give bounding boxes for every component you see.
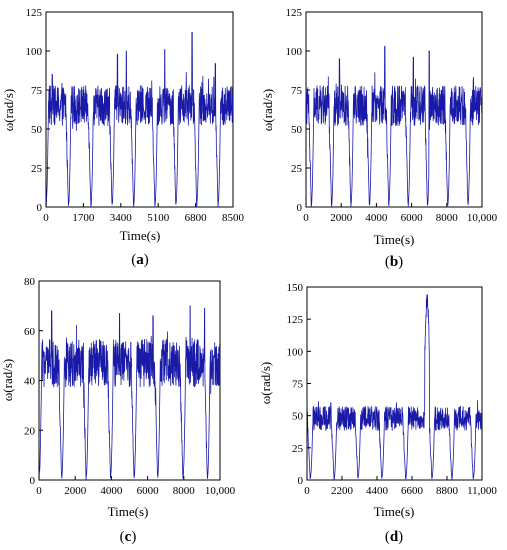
panel-a-ylabel: ω(rad/s) [1, 89, 16, 132]
panel-c-yticks: 0 20 40 60 80 [24, 276, 43, 487]
panel-c-series [38, 305, 221, 481]
panel-a-ytick-label: 125 [26, 7, 43, 19]
panel-c-xtick-label: 2000 [64, 485, 87, 497]
panel-d-series-line [306, 294, 483, 480]
panel-c-xtick-label: 6000 [137, 485, 160, 497]
panel-d-ytick-label: 125 [287, 314, 304, 326]
panel-d: 0 25 50 75 100 125 150 0 2200 4400 6600 8800 11,000… [258, 282, 497, 545]
panel-d-ytick-label: 0 [298, 475, 304, 487]
panel-a-label: (a) [131, 252, 149, 268]
panel-b-xticks: 0 2000 4000 6000 8000 10,000 [303, 203, 498, 224]
panel-a-ytick-label: 50 [31, 124, 43, 136]
panel-c-xtick-label: 4000 [100, 485, 123, 497]
panel-a-ytick-label: 0 [37, 202, 43, 214]
panel-a-xtick-label: 6800 [185, 212, 208, 224]
panel-c-xtick-label: 0 [36, 485, 42, 497]
panel-d-ytick-label: 100 [287, 346, 304, 358]
panel-d-label-letter: d [390, 529, 399, 545]
panel-d-ytick-label: 50 [292, 411, 304, 423]
panel-a-xtick-label: 8500 [222, 212, 245, 224]
panel-d-xtick-label: 6600 [401, 485, 424, 497]
panel-b-ytick-label: 25 [291, 163, 303, 175]
panel-d-plot-frame [306, 286, 483, 481]
panel-d-ylabel: ω(rad/s) [258, 362, 273, 405]
panel-b-xtick-label: 8000 [436, 212, 459, 224]
panel-c-series-line [38, 305, 221, 481]
panel-a-ytick-label: 75 [31, 85, 43, 97]
panel-c-ytick-label: 0 [30, 475, 36, 487]
panel-d-xtick-label: 2200 [331, 485, 354, 497]
panel-b-label-letter: b [390, 254, 398, 270]
panel-a-series-line [45, 31, 234, 208]
panel-a-series [45, 31, 234, 208]
panel-b-xtick-label: 2000 [330, 212, 353, 224]
panel-c-label-letter: c [125, 529, 132, 545]
panel-d-xlabel: Time(s) [374, 504, 415, 519]
panel-a-xtick-label: 5100 [147, 212, 170, 224]
panel-a-label-letter: a [136, 252, 144, 268]
panel-b-ytick-label: 100 [286, 46, 303, 58]
panel-b-xtick-label: 10,000 [467, 212, 498, 224]
panel-b-ytick-label: 125 [286, 7, 303, 19]
panel-a-xtick-label: 1700 [72, 212, 95, 224]
panel-c-ytick-label: 80 [24, 276, 36, 288]
panel-d-ytick-label: 150 [287, 282, 304, 294]
panel-c-xtick-label: 10,000 [205, 485, 236, 497]
panel-a-ytick-label: 100 [26, 46, 43, 58]
panel-d-yticks: 0 25 50 75 100 125 150 [287, 282, 311, 487]
panel-a-xtick-label: 3400 [110, 212, 133, 224]
panel-d-series [306, 294, 483, 480]
panel-d-xtick-label: 11,000 [467, 485, 497, 497]
panel-a-xlabel: Time(s) [120, 228, 161, 243]
panel-d-label: (d) [385, 529, 403, 545]
panel-d-xtick-label: 8800 [436, 485, 459, 497]
panel-a-xtick-label: 0 [43, 212, 49, 224]
panel-c-xticks: 0 2000 4000 6000 8000 10,000 [36, 476, 236, 497]
panel-a-yticks: 0 25 50 75 100 125 [26, 7, 50, 214]
panel-d-ytick-label: 75 [292, 379, 304, 391]
panel-c-ytick-label: 60 [24, 326, 36, 338]
panel-b-series [305, 45, 483, 208]
panel-b-ytick-label: 0 [297, 202, 303, 214]
panel-c-ytick-label: 20 [24, 425, 36, 437]
panel-d-ytick-label: 25 [292, 443, 304, 455]
panel-c-ytick-label: 40 [24, 376, 36, 388]
panel-b-xtick-label: 6000 [401, 212, 424, 224]
panel-c-label: (c) [120, 529, 137, 545]
panel-c-xtick-label: 8000 [173, 485, 196, 497]
panel-b-ytick-label: 50 [291, 124, 303, 136]
panel-b-xlabel: Time(s) [374, 232, 415, 247]
panel-c-ylabel: ω(rad/s) [0, 359, 15, 402]
panel-b: 0 25 50 75 100 125 0 2000 4000 6000 8000 10,000 ω(… [260, 7, 498, 270]
panel-b-plot-frame [305, 11, 483, 208]
panel-b-ytick-label: 75 [291, 85, 303, 97]
panel-d-xtick-label: 4400 [366, 485, 389, 497]
panel-b-xtick-label: 0 [303, 212, 309, 224]
panel-c-xlabel: Time(s) [108, 504, 149, 519]
panel-d-xtick-label: 0 [304, 485, 310, 497]
panel-a: 0 25 50 75 100 125 0 1700 3400 5100 6800 8500 ω(ra… [1, 7, 245, 268]
panel-a-ytick-label: 25 [31, 163, 43, 175]
panel-b-ylabel: ω(rad/s) [260, 89, 275, 132]
panel-b-label: (b) [385, 254, 403, 270]
panel-b-yticks: 0 25 50 75 100 125 [286, 7, 310, 214]
panel-d-xticks: 0 2200 4400 6600 8800 11,000 [304, 476, 497, 497]
panel-b-xtick-label: 4000 [365, 212, 388, 224]
panel-b-series-line [305, 45, 483, 208]
panel-a-xticks: 0 1700 3400 5100 6800 8500 [43, 203, 245, 224]
panel-c: 0 20 40 60 80 0 2000 4000 6000 8000 10,000 ω(rad/… [0, 276, 236, 545]
